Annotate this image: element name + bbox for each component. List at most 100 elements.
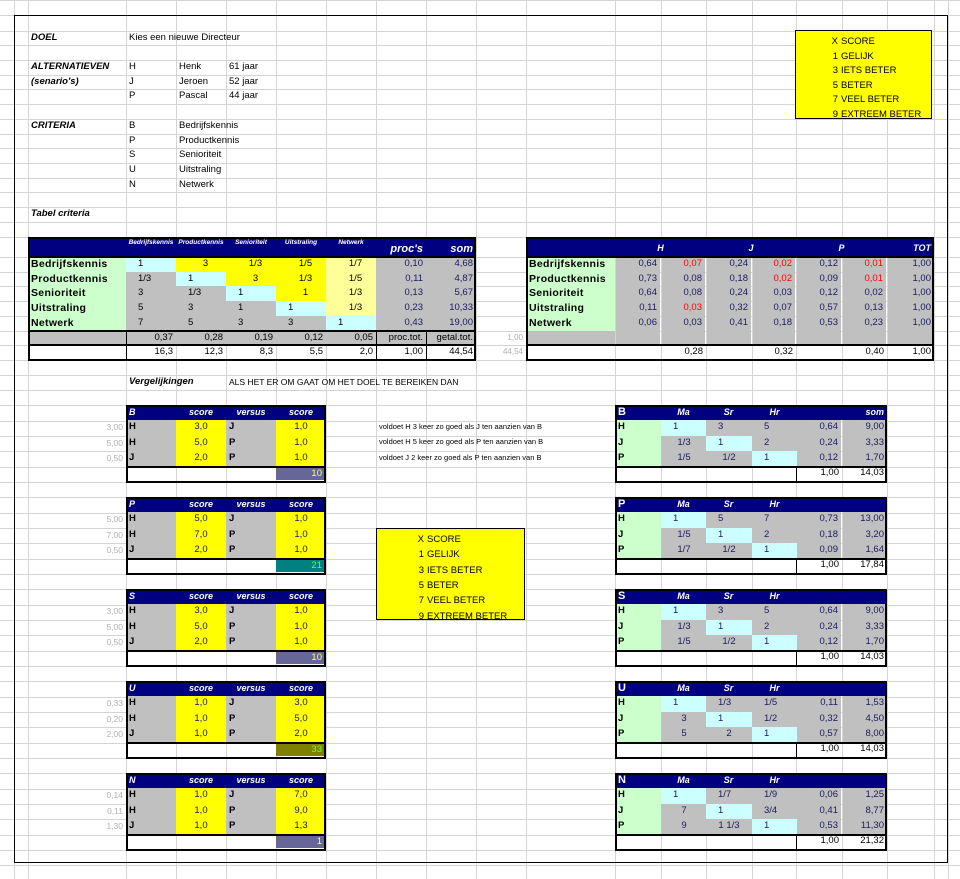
result-value[interactable]: 0,07	[662, 257, 705, 272]
matrix-weight[interactable]: 0,11	[797, 696, 841, 712]
comparison-cell[interactable]: 1	[276, 301, 326, 317]
criterion-code[interactable]: P	[129, 134, 136, 146]
criterion-code[interactable]: B	[129, 119, 136, 131]
matrix-som[interactable]: 1,53	[843, 696, 887, 712]
column-proportion[interactable]: 0,28	[176, 330, 226, 346]
alternative-a[interactable]: H	[126, 696, 176, 712]
matrix-weight[interactable]: 0,12	[797, 450, 841, 467]
alternative-a[interactable]: H	[126, 527, 176, 543]
comparison-cell[interactable]: 1/3	[226, 257, 276, 272]
matrix-cell[interactable]: 5	[752, 604, 798, 620]
comparison-cell[interactable]: 1	[226, 301, 276, 317]
result-value[interactable]: 0,64	[616, 257, 660, 272]
score-a-input[interactable]: 5,0	[176, 435, 226, 451]
proc-cell[interactable]: 0,10	[376, 257, 426, 272]
matrix-cell[interactable]: 1/2	[706, 542, 752, 559]
comparison-cell[interactable]: 3	[276, 315, 326, 331]
criterion-name[interactable]: Senioriteit	[179, 149, 222, 161]
result-value[interactable]: 0,41	[707, 315, 751, 331]
consistency-total[interactable]: 33	[276, 743, 325, 757]
matrix-som[interactable]: 3,20	[843, 527, 887, 543]
score-b-input[interactable]: 3,0	[276, 696, 326, 712]
matrix-cell[interactable]: 1/3	[661, 435, 707, 451]
alternative-total[interactable]	[706, 345, 752, 360]
matrix-cell[interactable]: 3	[706, 420, 752, 436]
matrix-cell[interactable]: 2	[752, 619, 798, 635]
consistency-total[interactable]: 21	[276, 559, 325, 573]
matrix-cell[interactable]: 1	[752, 818, 798, 835]
alternative-code[interactable]: H	[129, 60, 136, 72]
column-proportion[interactable]: 0,05	[326, 330, 376, 346]
score-a-input[interactable]: 5,0	[176, 619, 226, 635]
matrix-cell[interactable]: 2	[752, 527, 798, 543]
matrix-weight[interactable]: 0,53	[797, 818, 841, 835]
alternative-b[interactable]: P	[226, 711, 276, 727]
matrix-som[interactable]: 3,33	[843, 435, 887, 451]
alternative-b[interactable]: P	[226, 634, 276, 651]
matrix-weight[interactable]: 0,41	[797, 803, 841, 819]
result-value[interactable]: 0,11	[616, 301, 660, 317]
proc-cell[interactable]: 0,43	[376, 315, 426, 331]
score-b-input[interactable]: 1,0	[276, 542, 326, 559]
score-b-input[interactable]: 1,0	[276, 435, 326, 451]
alternative-b[interactable]: J	[226, 420, 276, 436]
alternative-code[interactable]: J	[129, 75, 134, 87]
matrix-cell[interactable]: 1 1/3	[706, 818, 752, 835]
matrix-som[interactable]: 9,00	[843, 604, 887, 620]
result-value[interactable]: 0,02	[753, 257, 795, 272]
matrix-cell[interactable]: 1/3	[661, 619, 707, 635]
matrix-weight[interactable]: 0,24	[797, 619, 841, 635]
matrix-cell[interactable]: 2	[706, 726, 752, 743]
comparison-cell[interactable]: 1	[126, 257, 176, 272]
matrix-cell[interactable]: 1	[706, 711, 752, 727]
matrix-cell[interactable]: 1/5	[752, 696, 798, 712]
matrix-cell[interactable]: 1	[752, 450, 798, 467]
alternative-total[interactable]: 0,32	[774, 346, 794, 358]
som-total[interactable]: 14,03	[860, 651, 884, 663]
column-proportion[interactable]: 0,37	[126, 330, 176, 346]
alternative-b[interactable]: P	[226, 619, 276, 635]
comparison-cell[interactable]: 1	[176, 271, 226, 287]
matrix-som[interactable]: 1,70	[843, 634, 887, 651]
column-sum[interactable]: 2,0	[359, 346, 373, 358]
alternative-age[interactable]: 61 jaar	[229, 60, 259, 72]
score-a-input[interactable]: 2,0	[176, 450, 226, 467]
comparison-cell[interactable]: 1/5	[276, 257, 326, 272]
result-tot[interactable]: 1,00	[888, 257, 934, 272]
result-value[interactable]: 0,73	[616, 271, 660, 287]
matrix-cell[interactable]: 1	[706, 803, 752, 819]
weight-total[interactable]: 1,00	[820, 835, 840, 847]
score-a-input[interactable]: 1,0	[176, 711, 226, 727]
matrix-som[interactable]: 8,00	[843, 726, 887, 743]
matrix-weight[interactable]: 0,57	[797, 726, 841, 743]
column-proportion[interactable]: 0,19	[226, 330, 276, 346]
matrix-weight[interactable]: 0,32	[797, 711, 841, 727]
alternative-age[interactable]: 44 jaar	[229, 90, 259, 102]
criterion-name[interactable]: Productkennis	[179, 134, 240, 146]
result-value[interactable]: 0,02	[753, 271, 795, 287]
matrix-cell[interactable]: 1/2	[706, 634, 752, 651]
matrix-weight[interactable]: 0,73	[797, 512, 841, 528]
som-total[interactable]: 17,84	[860, 559, 884, 571]
matrix-cell[interactable]: 1/2	[706, 450, 752, 467]
matrix-cell[interactable]: 1	[661, 512, 707, 528]
alternative-a[interactable]: H	[126, 435, 176, 451]
matrix-som[interactable]: 1,25	[843, 788, 887, 804]
matrix-cell[interactable]: 1	[706, 619, 752, 635]
result-value[interactable]: 0,08	[662, 286, 705, 302]
comparison-cell[interactable]: 3	[176, 301, 226, 317]
comparison-cell[interactable]: 1/3	[326, 286, 376, 302]
consistency-total[interactable]: 1	[276, 835, 325, 849]
som-cell[interactable]: 4,87	[426, 271, 476, 287]
column-proportion[interactable]: 0,12	[276, 330, 326, 346]
matrix-cell[interactable]: 1	[661, 420, 707, 436]
matrix-cell[interactable]: 1	[752, 726, 798, 743]
alternative-b[interactable]: P	[226, 726, 276, 743]
matrix-cell[interactable]: 3	[706, 604, 752, 620]
score-b-input[interactable]: 1,0	[276, 619, 326, 635]
result-value[interactable]: 0,01	[843, 257, 886, 272]
score-a-input[interactable]: 2,0	[176, 542, 226, 559]
criterion-code[interactable]: U	[129, 163, 136, 175]
result-value[interactable]: 0,08	[662, 271, 705, 287]
result-value[interactable]: 0,01	[843, 271, 886, 287]
